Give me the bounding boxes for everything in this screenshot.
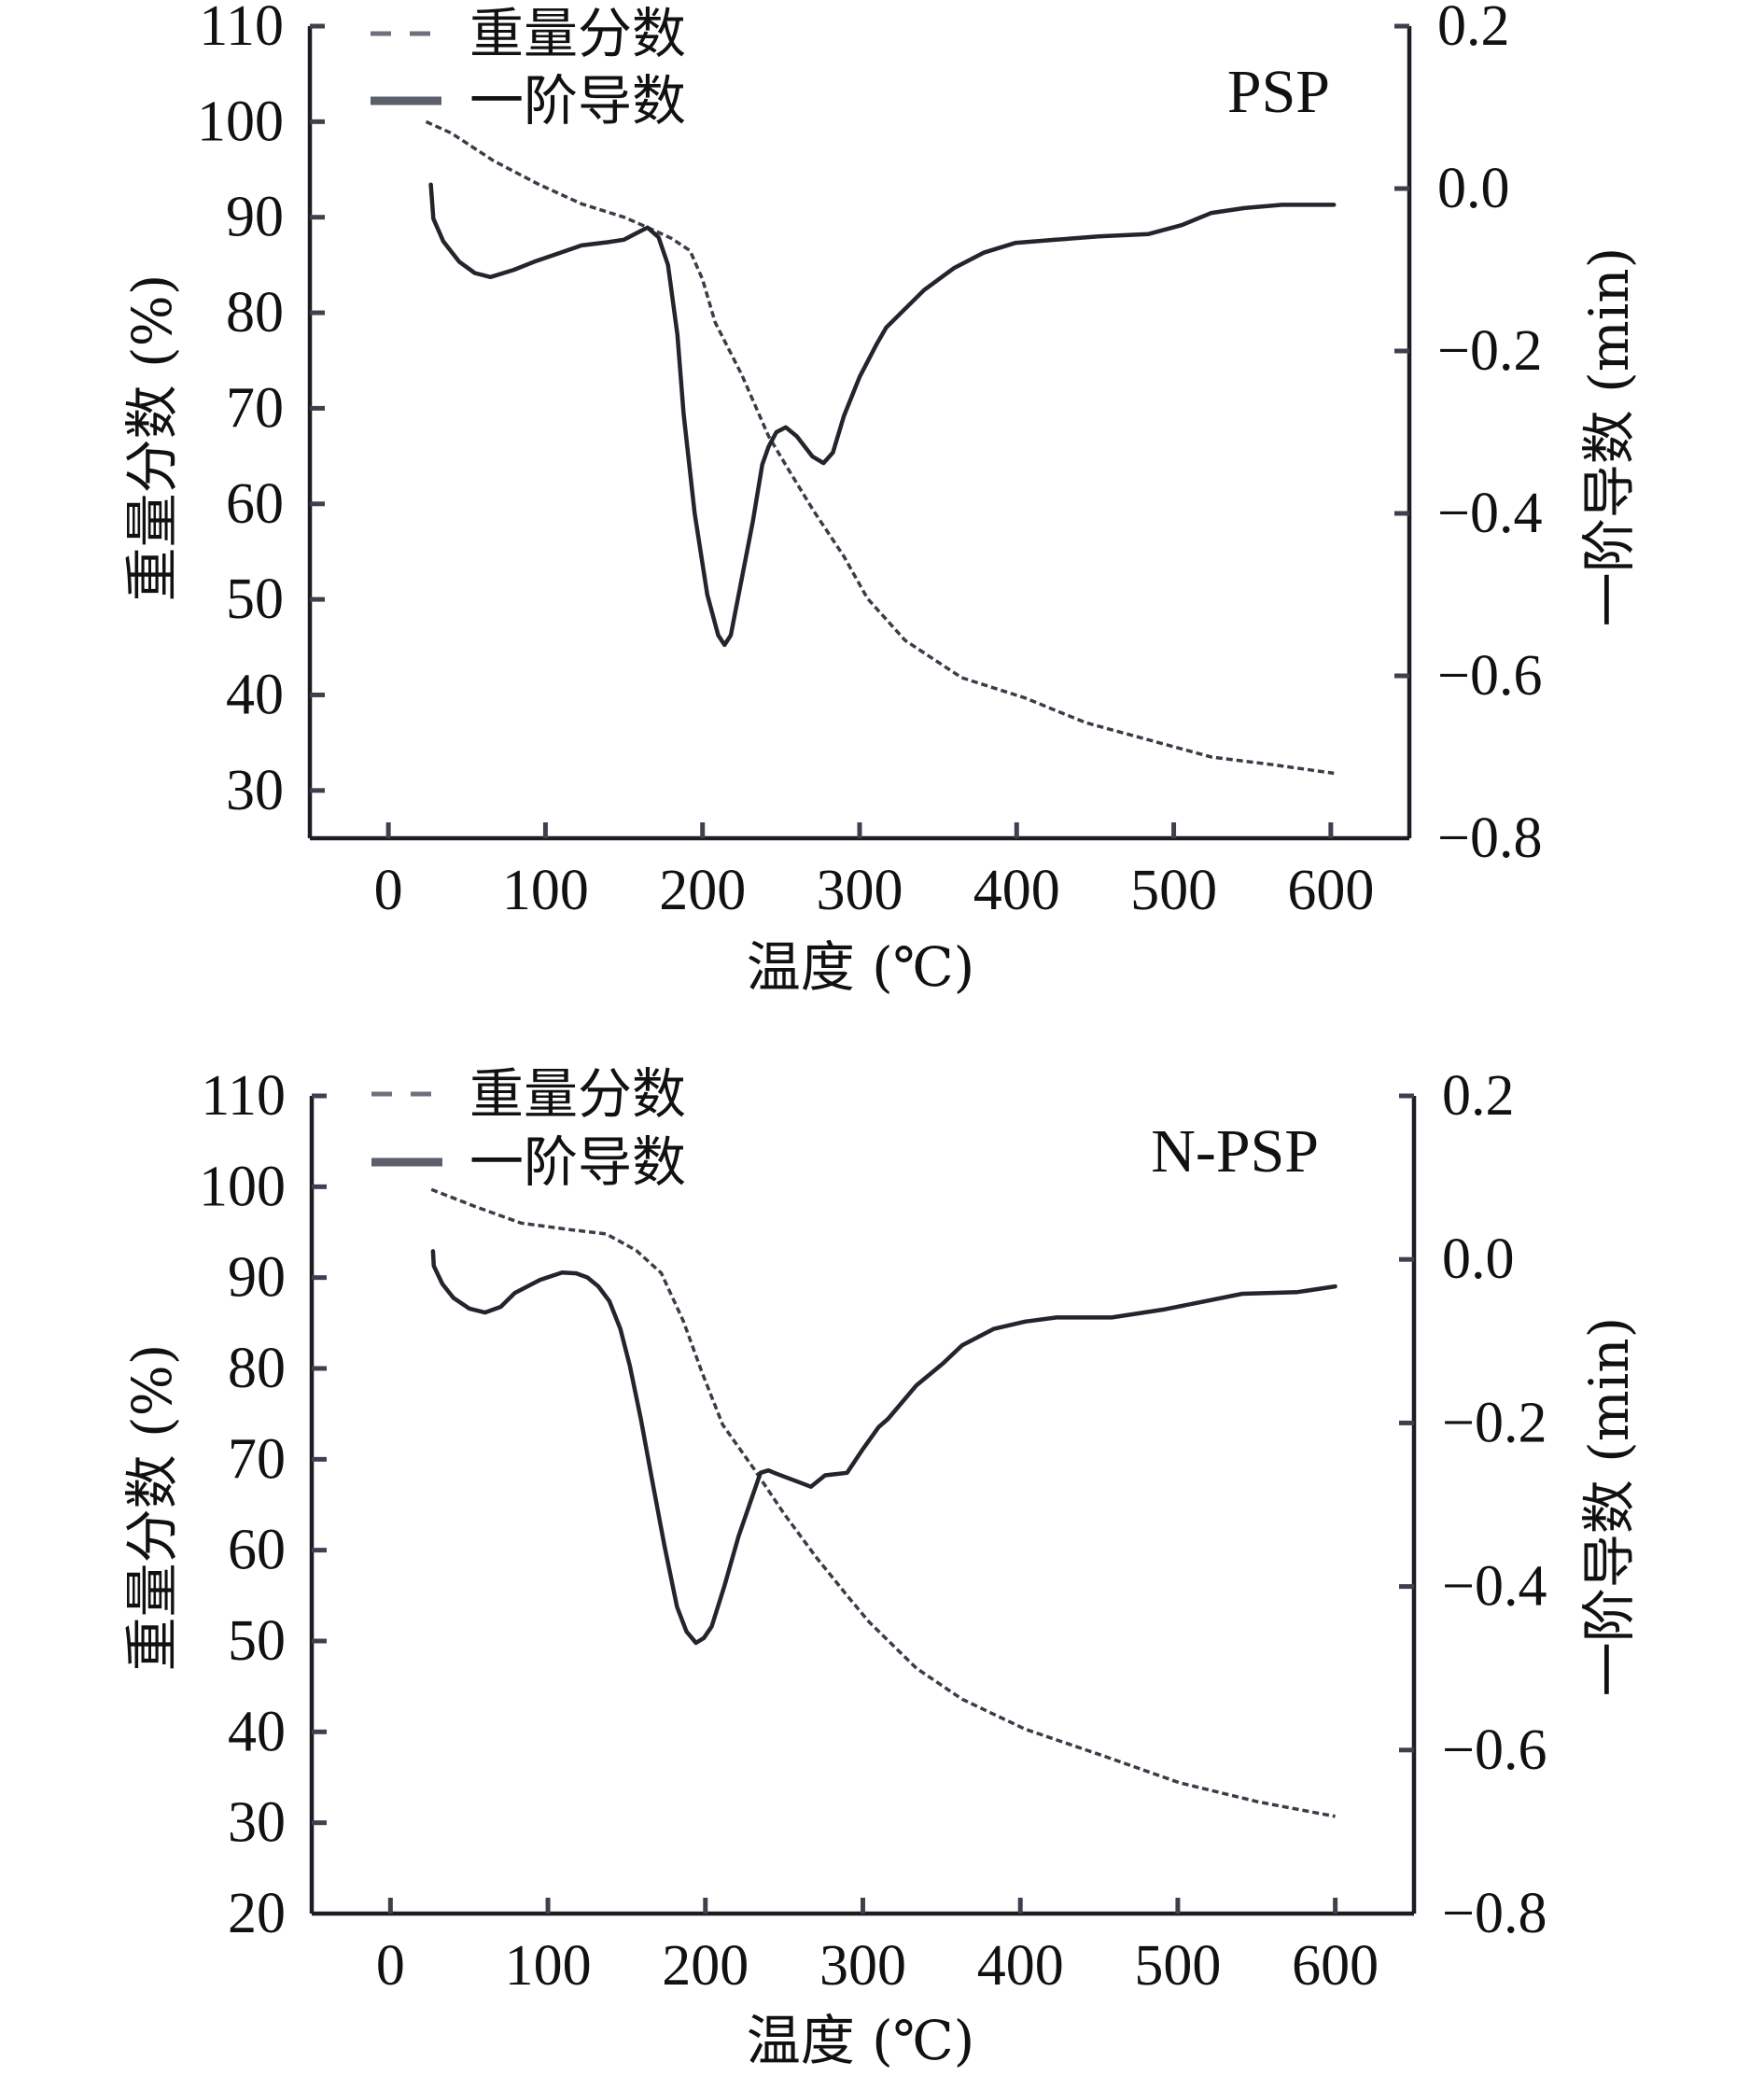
x-tick-label: 600 [1292,1934,1379,1998]
right-y-tick-label: −0.8 [1442,1882,1547,1945]
x-axis-title: 温度 (℃) [747,935,975,999]
x-tick-label: 0 [374,859,403,922]
x-tick-label: 500 [1134,1934,1221,1998]
left-y-tick-label: 100 [199,1155,286,1218]
legend-label: 一阶导数 [469,69,686,133]
x-tick-label: 600 [1287,859,1374,922]
left-y-axis-title: 重量分数 (%) [120,1344,184,1672]
x-tick-label: 100 [505,1934,592,1998]
left-y-tick-label: 80 [226,281,284,344]
x-tick-label: 400 [973,859,1060,922]
x-axis-title: 温度 (℃) [747,2009,975,2072]
left-y-tick-label: 70 [228,1427,286,1491]
left-y-tick-label: 110 [199,0,284,58]
right-y-tick-label: −0.2 [1442,1391,1547,1454]
left-y-tick-label: 60 [226,472,284,536]
x-tick-label: 100 [502,859,589,922]
x-tick-label: 300 [817,859,903,922]
left-y-tick-label: 50 [228,1609,286,1673]
right-y-tick-label: −0.4 [1442,1555,1547,1619]
legend-label: 重量分数 [469,2,686,65]
left-y-tick-label: 70 [226,376,284,440]
right-y-axis-title: 一阶导数 (min) [1577,1317,1641,1697]
left-y-tick-label: 90 [228,1246,286,1310]
left-y-tick-label: 90 [226,186,284,249]
left-y-tick-label: 80 [228,1337,286,1400]
chart-panel-psp: 30 40 50 60 70 80 90 100 110 0.2 0.0 −0.2 −0.4 −0.6 −0… [120,0,1641,999]
right-y-tick-label: −0.6 [1437,644,1542,708]
chart-panel-n-psp: 20 30 40 50 60 70 80 90 100 110 0.2 0.0 −0.2 −0.4 −0.6… [120,1062,1641,2072]
left-y-tick-label: 30 [228,1791,286,1855]
panel-label: PSP [1227,58,1330,126]
right-y-tick-label: −0.4 [1437,482,1542,545]
right-y-tick-label: 0.2 [1442,1064,1515,1128]
x-tick-label: 500 [1130,859,1217,922]
right-y-tick-label: 0.2 [1437,0,1510,58]
left-y-tick-label: 20 [228,1882,286,1945]
first-derivative-line [430,1249,1337,1646]
left-y-axis-title: 重量分数 (%) [120,274,184,602]
weight-fraction-line [425,119,1335,776]
x-tick-label: 0 [376,1934,405,1998]
panel-label: N-PSP [1151,1117,1319,1185]
left-y-tick-label: 40 [226,663,284,726]
right-y-tick-label: −0.8 [1437,807,1542,870]
x-tick-label: 200 [659,859,746,922]
right-y-tick-label: −0.6 [1442,1718,1547,1782]
left-y-tick-label: 110 [201,1064,286,1128]
left-y-tick-label: 50 [226,568,284,631]
x-tick-label: 300 [819,1934,906,1998]
left-y-tick-label: 40 [228,1700,286,1763]
right-y-tick-label: −0.2 [1437,319,1542,383]
left-y-tick-label: 60 [228,1519,286,1582]
right-y-tick-label: 0.0 [1442,1227,1515,1291]
legend-label: 一阶导数 [469,1130,686,1194]
left-y-tick-label: 30 [226,759,284,822]
first-derivative-line [428,182,1337,648]
left-y-tick-label: 100 [197,90,284,153]
x-tick-label: 400 [977,1934,1064,1998]
weight-fraction-line [430,1187,1336,1818]
right-y-axis-title: 一阶导数 (min) [1577,247,1641,627]
x-tick-label: 200 [662,1934,749,1998]
legend-label: 重量分数 [469,1062,686,1126]
right-y-tick-label: 0.0 [1437,157,1510,220]
